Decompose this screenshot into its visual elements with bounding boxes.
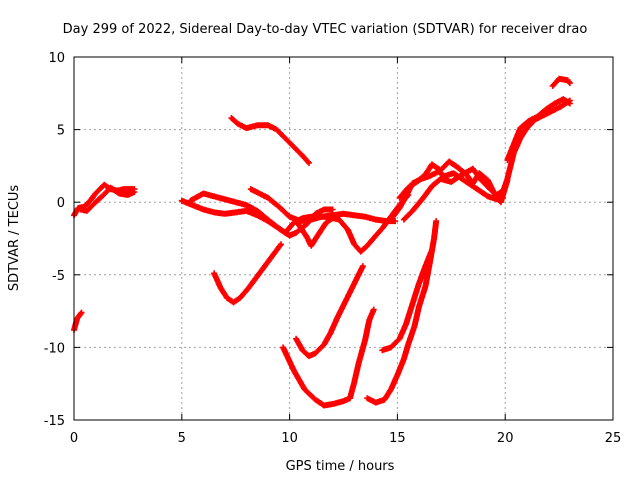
x-tick-label: 15 [389,431,406,446]
grid [74,57,613,420]
chart-title: Day 299 of 2022, Sidereal Day-to-day VTE… [63,22,588,37]
y-tick-label: -10 [44,341,65,356]
y-tick-label: 10 [48,51,65,66]
data-track [293,263,366,360]
data-track [364,218,440,406]
data-track [228,115,312,166]
x-tick-label: 25 [605,431,622,446]
data-track [77,184,138,214]
x-axis-label: GPS time / hours [286,459,395,474]
y-tick-label: 0 [57,196,65,211]
data-track [497,97,573,201]
y-tick-label: 5 [57,124,65,139]
data-points [71,75,573,409]
x-tick-label: 5 [178,431,186,446]
data-track [71,309,85,333]
plot-frame [73,56,614,421]
data-track [390,168,506,220]
x-tick-label: 0 [70,431,78,446]
data-track [247,186,336,225]
x-tick-label: 20 [497,431,514,446]
x-tick-label: 10 [281,431,298,446]
data-track [504,96,573,164]
y-tick-label: -5 [52,269,65,284]
data-track [549,75,573,89]
y-axis-label: SDTVAR / TECUs [7,185,22,292]
data-track [280,306,377,409]
data-track [400,165,506,223]
data-track [211,241,284,306]
data-track [379,247,435,354]
axis-ticks: 0 5 10 15 20 25 -15 -10 -5 0 5 10 [44,51,622,446]
y-tick-label: -15 [44,414,65,429]
data-track [71,181,138,219]
